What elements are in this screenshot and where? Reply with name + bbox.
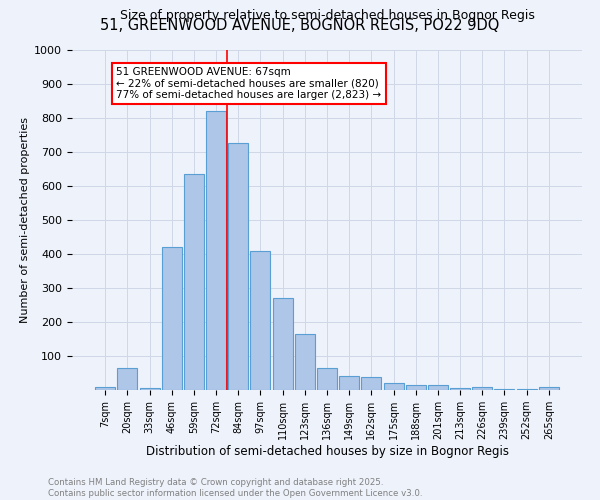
Bar xyxy=(295,334,315,390)
Bar xyxy=(272,298,293,390)
Bar xyxy=(250,250,271,390)
Text: 51, GREENWOOD AVENUE, BOGNOR REGIS, PO22 9DQ: 51, GREENWOOD AVENUE, BOGNOR REGIS, PO22… xyxy=(100,18,500,32)
Bar xyxy=(317,368,337,390)
Bar xyxy=(539,388,559,390)
Bar xyxy=(383,383,404,390)
Bar xyxy=(339,376,359,390)
Bar xyxy=(162,247,182,390)
Bar xyxy=(228,144,248,390)
Bar xyxy=(450,388,470,390)
Bar xyxy=(184,174,204,390)
Bar xyxy=(118,368,137,390)
Title: Size of property relative to semi-detached houses in Bognor Regis: Size of property relative to semi-detach… xyxy=(119,10,535,22)
Text: 51 GREENWOOD AVENUE: 67sqm
← 22% of semi-detached houses are smaller (820)
77% o: 51 GREENWOOD AVENUE: 67sqm ← 22% of semi… xyxy=(116,67,382,100)
Bar xyxy=(472,386,492,390)
Bar xyxy=(361,377,382,390)
Y-axis label: Number of semi-detached properties: Number of semi-detached properties xyxy=(20,117,30,323)
Bar xyxy=(140,388,160,390)
Bar xyxy=(206,111,226,390)
X-axis label: Distribution of semi-detached houses by size in Bognor Regis: Distribution of semi-detached houses by … xyxy=(146,445,509,458)
Bar xyxy=(428,385,448,390)
Bar xyxy=(406,385,426,390)
Text: Contains HM Land Registry data © Crown copyright and database right 2025.
Contai: Contains HM Land Registry data © Crown c… xyxy=(48,478,422,498)
Bar xyxy=(95,388,115,390)
